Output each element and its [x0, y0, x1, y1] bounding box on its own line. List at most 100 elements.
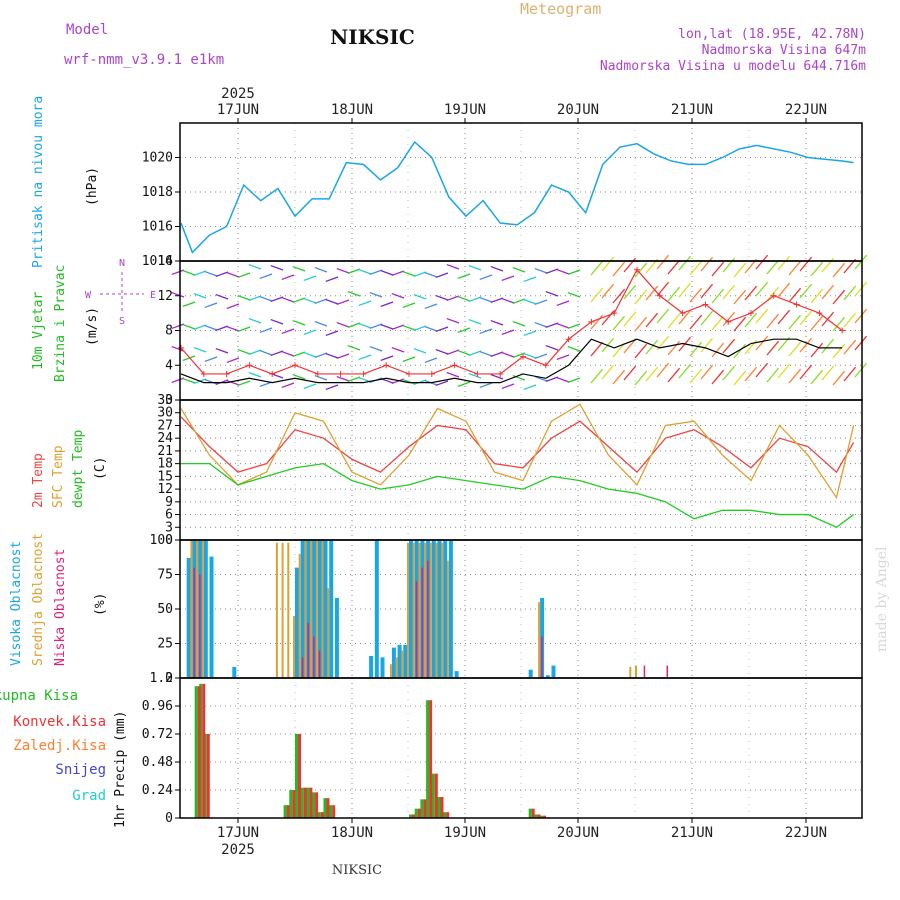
wind-barb: [325, 276, 339, 283]
high-cloud-bar: [437, 540, 442, 678]
wind-barb: [854, 335, 868, 351]
cloud-unit: (%): [93, 593, 108, 616]
precip-legend-total: Ukupna Kisa: [0, 688, 78, 704]
wind-barb: [678, 363, 692, 379]
wind-barb: [512, 298, 526, 305]
wind-barb: [402, 378, 416, 385]
temp-sfc-line: [180, 403, 855, 500]
wind-barb: [193, 324, 207, 331]
wind-barb: [182, 355, 196, 362]
wind-barb: [545, 290, 559, 297]
wind-barb: [490, 351, 504, 358]
mid-cloud-bar: [196, 540, 199, 678]
wind-barb: [479, 274, 493, 281]
wind-ylabel-main: 10m Vjetar: [31, 292, 46, 370]
wind-barb: [468, 318, 482, 325]
wind-barb: [810, 315, 824, 331]
wind-barb: [766, 367, 780, 383]
wind-barb: [314, 352, 328, 359]
high-cloud-bar: [334, 597, 339, 678]
wind-barb: [832, 316, 846, 332]
wind-barb: [832, 343, 846, 359]
pressure-line: [180, 140, 854, 254]
gust-marker: [611, 310, 618, 317]
precip-legend-convective: Konvek.Kisa: [13, 714, 106, 730]
wind-barb: [567, 345, 581, 352]
wind-barb: [490, 373, 504, 380]
wind-barb: [303, 351, 317, 358]
compass-north: N: [119, 258, 125, 269]
gust-marker: [497, 370, 504, 377]
wind-barb: [623, 311, 637, 327]
wind-barb: [656, 281, 670, 297]
wind-barb: [567, 269, 581, 276]
mid-cloud-bar: [315, 540, 318, 678]
y-tick-label: 4: [165, 358, 173, 373]
wind-barb: [435, 294, 449, 301]
wind-barb: [204, 324, 218, 331]
compass-rose: N E S W: [85, 258, 156, 327]
wind-barb: [182, 301, 196, 308]
y-tick-label: 30: [157, 406, 173, 421]
gust-marker: [337, 370, 344, 377]
wind-barb: [347, 268, 361, 275]
convective-precip-bar: [202, 683, 206, 818]
high-cloud-bar: [443, 540, 448, 678]
y-tick-label: 18: [157, 457, 173, 472]
convective-precip-bar: [543, 815, 547, 818]
wind-barb: [711, 342, 725, 358]
wind-barb: [358, 354, 372, 361]
wind-barb: [402, 302, 416, 309]
wind-barb: [612, 342, 626, 358]
total-precip-bar: [194, 686, 198, 818]
gust-marker: [588, 318, 595, 325]
bottom-day-label: 18JUN: [331, 825, 373, 841]
wind-barb: [369, 345, 383, 352]
wind-barb: [689, 368, 703, 384]
wind-barb: [435, 348, 449, 355]
y-tick-label: 8: [165, 324, 173, 339]
wind-barb: [490, 265, 504, 272]
model-elevation-label: Nadmorska Visina u modelu 644.716m: [600, 59, 866, 74]
wind-barb: [545, 344, 559, 351]
wind-barb: [402, 324, 416, 331]
wind-barb: [380, 323, 394, 330]
wind-barb: [556, 300, 570, 307]
wind-barb: [788, 260, 802, 276]
top-day-labels: 17JUN 18JUN 19JUN 20JUN 21JUN 22JUN: [217, 102, 827, 118]
wind-barb: [226, 379, 240, 386]
mid-cloud-bar: [275, 542, 278, 678]
bottom-day-label: 22JUN: [785, 825, 827, 841]
gust-marker: [542, 362, 549, 369]
temp-ylabel-dewpt: dewpt Temp: [71, 430, 86, 508]
mid-cloud-bar: [395, 657, 398, 678]
wind-barb: [667, 367, 681, 383]
wind-barb: [523, 276, 537, 283]
wind-barb: [270, 264, 284, 271]
gust-marker: [314, 370, 321, 377]
y-tick-label: 0: [165, 671, 173, 686]
wind-barb: [667, 340, 681, 356]
wind-barb: [590, 341, 604, 357]
wind-barb: [612, 315, 626, 331]
wind-barb: [193, 270, 207, 277]
gust-marker: [679, 310, 686, 317]
wind-barb: [667, 259, 681, 275]
y-tick-label: 0.72: [142, 727, 173, 742]
wind-barb: [171, 269, 185, 276]
high-cloud-bar: [454, 671, 459, 678]
total-precip-bar: [289, 790, 293, 818]
convective-precip-bar: [197, 686, 201, 818]
wind-barb: [204, 378, 218, 385]
wind-barb: [182, 377, 196, 384]
wind-barb: [182, 323, 196, 330]
wind-barb: [369, 323, 383, 330]
wind-barb: [634, 370, 648, 386]
wind-barb: [380, 355, 394, 362]
high-cloud-bar: [409, 540, 413, 678]
wind-barb: [556, 354, 570, 361]
wind-barb: [843, 339, 857, 355]
wind-barb: [733, 370, 747, 386]
wind-barb: [567, 291, 581, 298]
wind-barb: [843, 312, 857, 328]
